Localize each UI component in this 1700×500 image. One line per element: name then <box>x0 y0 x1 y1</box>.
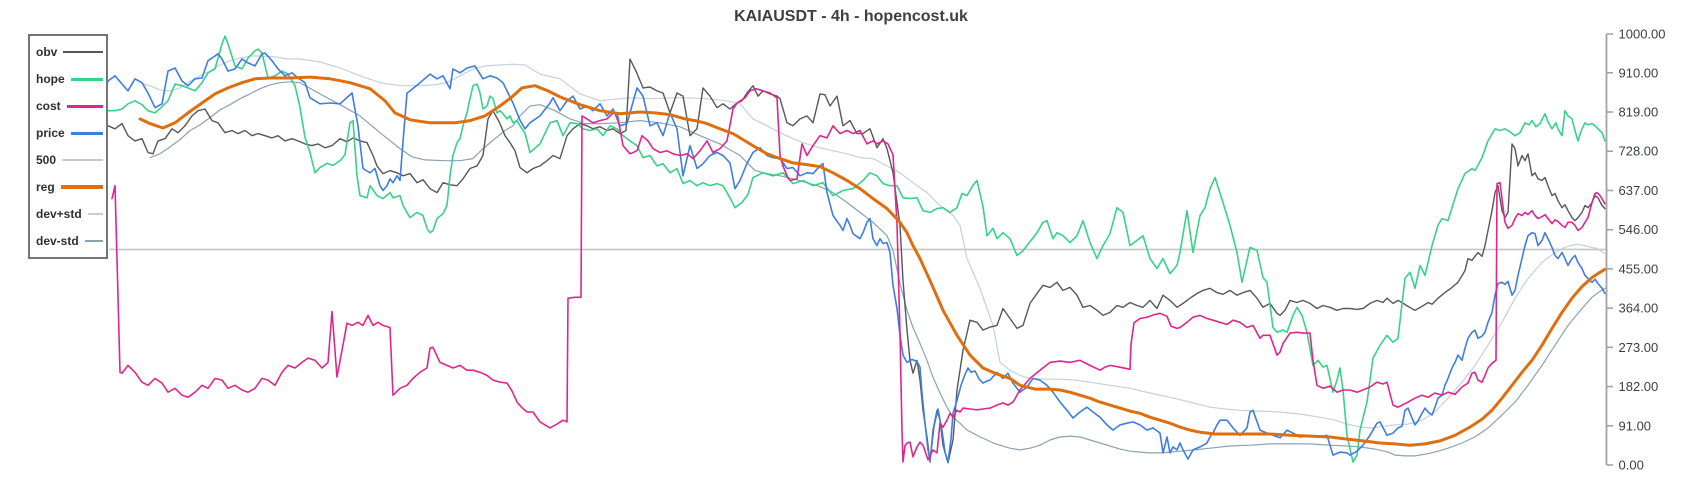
y-axis-tick-label: 1000.00 <box>1619 27 1666 42</box>
legend-line-swatch <box>62 158 103 161</box>
legend-item-label: cost <box>36 99 61 114</box>
legend-line-swatch <box>70 77 103 81</box>
y-axis-tick-label: 273.00 <box>1619 340 1659 355</box>
y-axis-tick-label: 0.00 <box>1619 458 1644 473</box>
series-line-price <box>99 52 1606 463</box>
chart-title: KAIAUSDT - 4h - hopencost.uk <box>734 8 968 25</box>
legend-line-swatch <box>87 212 103 215</box>
legend-line-swatch <box>84 239 103 242</box>
legend-item-hope: hope <box>36 73 103 85</box>
legend-item-label: 500 <box>36 152 57 167</box>
y-axis-tick-label: 819.00 <box>1619 105 1659 120</box>
y-axis-tick-label: 182.00 <box>1619 379 1659 394</box>
legend-item-label: dev+std <box>36 206 82 221</box>
y-axis-tick-label: 364.00 <box>1619 301 1659 316</box>
legend-item-label: obv <box>36 45 58 60</box>
legend-item-reg: reg <box>36 181 103 193</box>
y-axis-tick-label: 910.00 <box>1619 65 1659 80</box>
legend-item-price: price <box>36 127 103 139</box>
legend-item-label: hope <box>36 72 65 87</box>
legend-line-swatch <box>66 104 103 108</box>
legend-box: obv hope cost price 500 reg dev+std dev <box>28 34 108 259</box>
series-line-dev+std <box>142 55 1606 429</box>
y-axis-tick-label: 455.00 <box>1619 261 1659 276</box>
series-line-dev-std <box>149 81 1606 457</box>
series-line-cost <box>111 87 1606 463</box>
legend-item-label: reg <box>36 179 55 194</box>
legend-line-swatch <box>63 51 103 54</box>
legend-item-500: 500 <box>36 154 103 166</box>
y-axis-tick-label: 91.00 <box>1619 418 1652 433</box>
y-axis-tick-label: 728.00 <box>1619 144 1659 159</box>
legend-item-cost: cost <box>36 100 103 112</box>
legend-item-dev-minus-std: dev-std <box>36 235 103 247</box>
legend-item-obv: obv <box>36 46 103 58</box>
legend-item-label: dev-std <box>36 233 79 248</box>
legend-line-swatch <box>70 131 103 135</box>
series-line-obv <box>99 58 1606 464</box>
legend-line-swatch <box>60 184 103 189</box>
legend-item-label: price <box>36 126 65 141</box>
y-axis-tick-label: 637.00 <box>1619 183 1659 198</box>
series-line-hope <box>99 35 1606 463</box>
y-axis-tick-label: 546.00 <box>1619 222 1659 237</box>
legend-item-dev-plus-std: dev+std <box>36 208 103 220</box>
series-line-reg <box>138 75 1607 447</box>
